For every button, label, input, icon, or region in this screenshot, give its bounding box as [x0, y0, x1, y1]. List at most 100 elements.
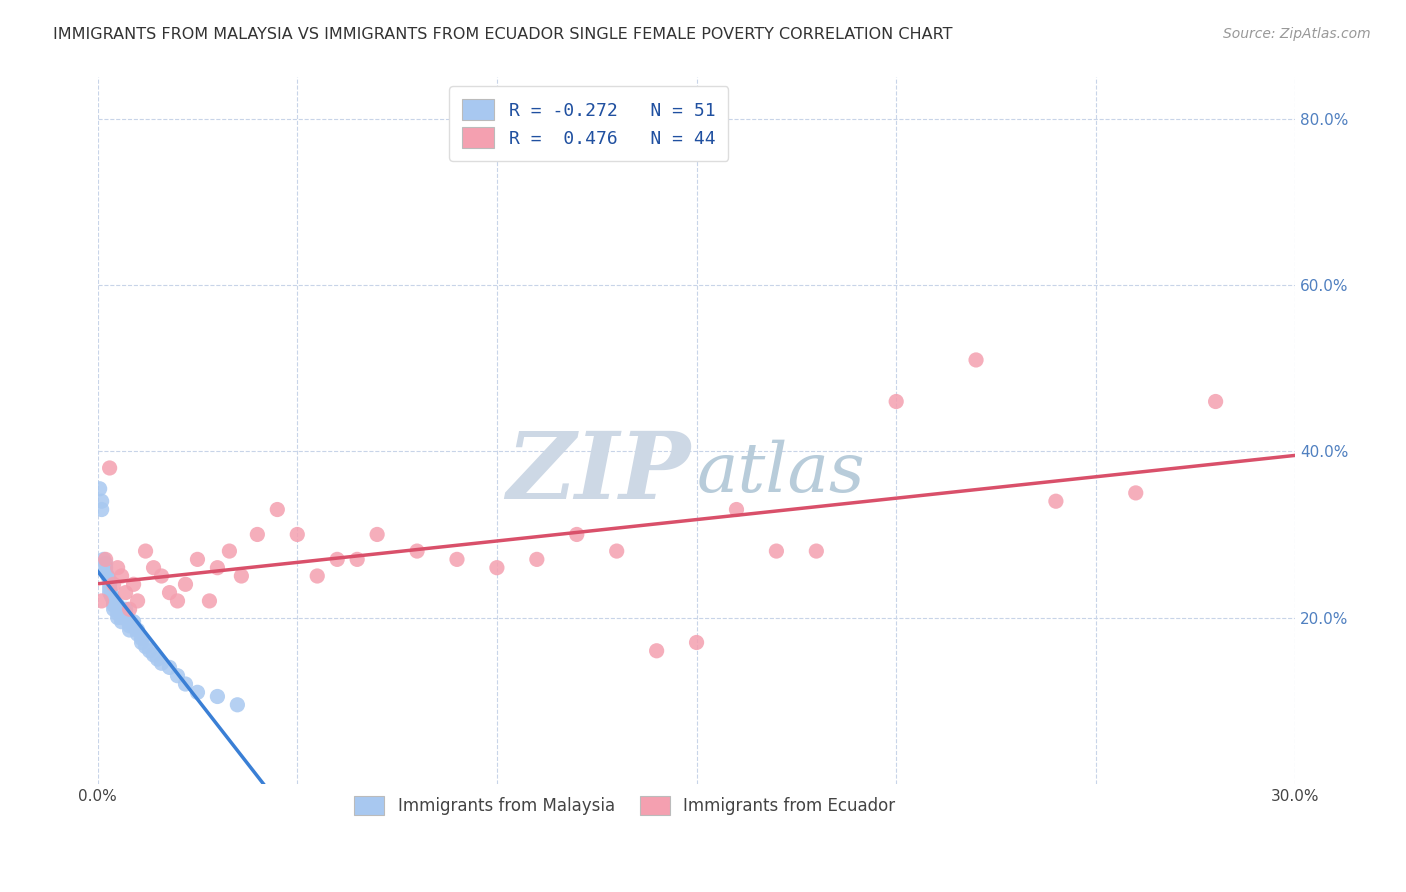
Point — [114, 585, 136, 599]
Point — [366, 527, 388, 541]
Point — [159, 660, 181, 674]
Point — [103, 577, 125, 591]
Point — [127, 627, 149, 641]
Point — [485, 560, 508, 574]
Point — [174, 677, 197, 691]
Point — [965, 353, 987, 368]
Point — [107, 610, 129, 624]
Point — [107, 607, 129, 621]
Point — [98, 577, 121, 591]
Point — [606, 544, 628, 558]
Point — [110, 610, 132, 624]
Point — [90, 594, 112, 608]
Point — [1125, 486, 1147, 500]
Point — [565, 527, 588, 541]
Point — [94, 552, 117, 566]
Point — [110, 607, 132, 621]
Point — [118, 619, 141, 633]
Point — [118, 615, 141, 629]
Point — [266, 502, 288, 516]
Point — [346, 552, 368, 566]
Point — [114, 610, 136, 624]
Point — [98, 582, 121, 596]
Point — [110, 569, 132, 583]
Text: IMMIGRANTS FROM MALAYSIA VS IMMIGRANTS FROM ECUADOR SINGLE FEMALE POVERTY CORREL: IMMIGRANTS FROM MALAYSIA VS IMMIGRANTS F… — [53, 27, 953, 42]
Point — [97, 569, 120, 583]
Point — [226, 698, 249, 712]
Point — [89, 482, 111, 496]
Point — [246, 527, 269, 541]
Point — [103, 596, 125, 610]
Point — [110, 602, 132, 616]
Text: Source: ZipAtlas.com: Source: ZipAtlas.com — [1223, 27, 1371, 41]
Point — [100, 587, 122, 601]
Point — [122, 619, 145, 633]
Point — [884, 394, 907, 409]
Point — [90, 502, 112, 516]
Point — [307, 569, 329, 583]
Point — [103, 602, 125, 616]
Point — [142, 560, 165, 574]
Point — [1205, 394, 1227, 409]
Point — [93, 552, 115, 566]
Point — [100, 590, 122, 604]
Point — [107, 602, 129, 616]
Point — [94, 560, 117, 574]
Point — [138, 644, 160, 658]
Point — [207, 690, 229, 704]
Legend: Immigrants from Malaysia, Immigrants from Ecuador: Immigrants from Malaysia, Immigrants fro… — [344, 786, 905, 825]
Point — [98, 461, 121, 475]
Point — [103, 592, 125, 607]
Point — [218, 544, 240, 558]
Point — [90, 494, 112, 508]
Point — [131, 635, 153, 649]
Point — [166, 594, 188, 608]
Point — [131, 632, 153, 646]
Point — [127, 594, 149, 608]
Point — [685, 635, 707, 649]
Point — [103, 594, 125, 608]
Point — [135, 640, 157, 654]
Point — [107, 598, 129, 612]
Point — [142, 648, 165, 662]
Point — [107, 560, 129, 574]
Point — [107, 600, 129, 615]
Point — [150, 657, 173, 671]
Point — [198, 594, 221, 608]
Point — [231, 569, 253, 583]
Point — [94, 557, 117, 571]
Point — [159, 585, 181, 599]
Point — [1045, 494, 1067, 508]
Point — [110, 615, 132, 629]
Point — [127, 623, 149, 637]
Point — [114, 602, 136, 616]
Point — [98, 573, 121, 587]
Point — [150, 569, 173, 583]
Point — [98, 585, 121, 599]
Point — [122, 577, 145, 591]
Point — [207, 560, 229, 574]
Point — [326, 552, 349, 566]
Point — [166, 669, 188, 683]
Point — [285, 527, 308, 541]
Point — [122, 615, 145, 629]
Point — [135, 544, 157, 558]
Point — [103, 598, 125, 612]
Point — [446, 552, 468, 566]
Point — [645, 644, 668, 658]
Point — [765, 544, 787, 558]
Point — [118, 623, 141, 637]
Text: atlas: atlas — [696, 440, 865, 507]
Point — [146, 652, 169, 666]
Text: ZIP: ZIP — [506, 428, 690, 518]
Point — [114, 607, 136, 621]
Point — [406, 544, 429, 558]
Point — [174, 577, 197, 591]
Point — [806, 544, 828, 558]
Point — [725, 502, 748, 516]
Point — [118, 602, 141, 616]
Point — [186, 552, 208, 566]
Point — [526, 552, 548, 566]
Point — [94, 565, 117, 579]
Point — [186, 685, 208, 699]
